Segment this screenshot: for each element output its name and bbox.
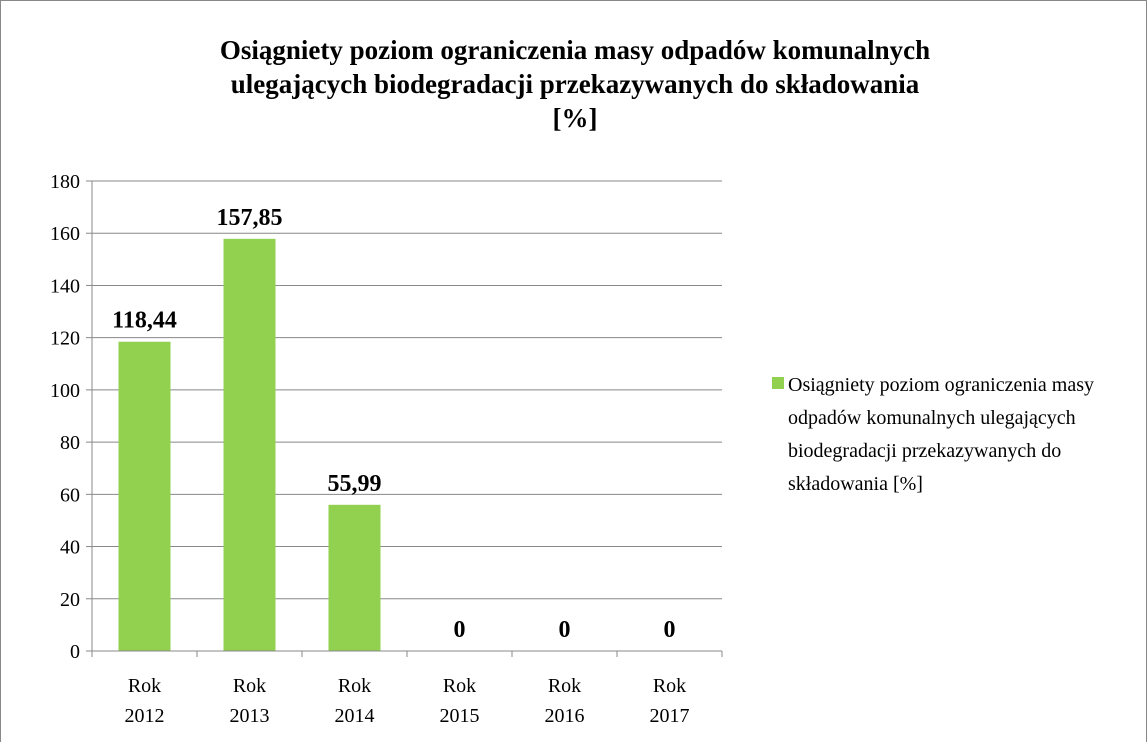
data-label: 0: [664, 617, 676, 643]
y-tick-label: 140: [50, 275, 80, 297]
y-tick-label: 60: [60, 484, 80, 506]
x-tick-label: Rok 2015: [440, 675, 480, 727]
data-label: 118,44: [112, 308, 177, 334]
x-tick-label: Rok 2012: [125, 675, 165, 727]
y-tick-label: 40: [60, 537, 80, 559]
x-tick-label: Rok 2016: [545, 675, 585, 727]
data-label: 157,85: [217, 205, 283, 231]
x-tick-label: Rok 2014: [335, 675, 375, 727]
legend-swatch: [772, 377, 784, 389]
legend-label: Osiągniety poziom ograniczenia masy odpad…: [788, 374, 1094, 495]
x-tick-label: Rok 2017: [650, 675, 690, 727]
x-tick-label: Rok 2013: [230, 675, 270, 727]
y-tick-label: 100: [50, 380, 80, 402]
data-label: 0: [559, 617, 571, 643]
y-tick-label: 0: [70, 641, 80, 663]
bar: [328, 504, 381, 651]
bar: [223, 238, 276, 651]
y-tick-label: 120: [50, 328, 80, 350]
data-label: 0: [454, 617, 466, 643]
y-tick-label: 80: [60, 432, 80, 454]
y-tick-label: 20: [60, 589, 80, 611]
y-tick-label: 160: [50, 223, 80, 245]
chart-title: Osiągniety poziom ograniczenia masy odpa…: [220, 35, 930, 133]
data-label: 55,99: [328, 471, 382, 497]
y-tick-label: 180: [50, 171, 80, 193]
bar: [118, 341, 171, 651]
